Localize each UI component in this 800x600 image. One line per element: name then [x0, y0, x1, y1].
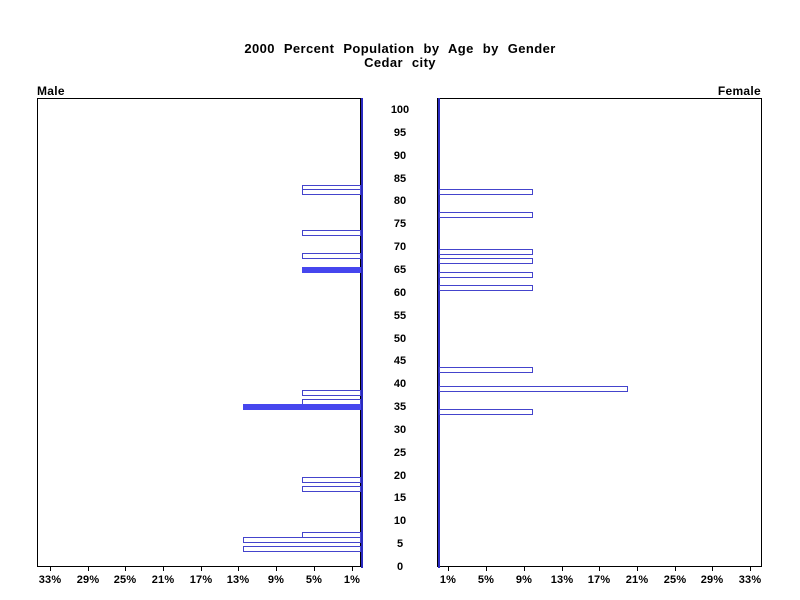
- male-bar-age-6: [243, 537, 361, 543]
- male-bar-age-38: [302, 390, 361, 396]
- age-tick-label: 20: [393, 469, 407, 482]
- age-tick-label: 60: [393, 286, 407, 299]
- male-panel: [37, 98, 361, 567]
- male-bar-age-17: [302, 486, 361, 492]
- male-percent-tick-label: 9%: [267, 574, 285, 586]
- female-percent-tick-mark: [486, 567, 487, 571]
- male-percent-tick-mark: [125, 567, 126, 571]
- chart-title-block: 2000 Percent Population by Age by Gender…: [0, 42, 800, 69]
- female-axis-line: [438, 98, 440, 568]
- female-percent-tick-label: 9%: [515, 574, 533, 586]
- male-axis-label: Male: [37, 84, 65, 98]
- male-bar-age-19: [302, 477, 361, 483]
- male-percent-tick-mark: [201, 567, 202, 571]
- male-bar-age-68: [302, 253, 361, 259]
- chart-subtitle: Cedar city: [364, 54, 436, 70]
- female-bar-age-64: [439, 272, 533, 278]
- male-percent-tick-label: 13%: [226, 574, 250, 586]
- age-tick-label: 25: [393, 446, 407, 459]
- female-percent-tick-label: 29%: [700, 574, 724, 586]
- female-percent-tick-mark: [524, 567, 525, 571]
- male-percent-tick-mark: [50, 567, 51, 571]
- male-percent-tick-mark: [238, 567, 239, 571]
- female-percent-tick-mark: [448, 567, 449, 571]
- male-percent-tick-label: 25%: [113, 574, 137, 586]
- age-tick-label: 65: [393, 263, 407, 276]
- male-percent-tick-mark: [352, 567, 353, 571]
- male-percent-tick-label: 21%: [151, 574, 175, 586]
- age-tick-label: 100: [390, 104, 410, 116]
- female-percent-tick-mark: [562, 567, 563, 571]
- age-tick-label: 30: [393, 423, 407, 436]
- male-percent-tick-mark: [276, 567, 277, 571]
- age-tick-label: 75: [393, 218, 407, 231]
- age-tick-label: 45: [393, 355, 407, 368]
- female-bar-age-67: [439, 258, 533, 264]
- male-bar-age-73: [302, 230, 361, 236]
- male-percent-tick-mark: [163, 567, 164, 571]
- female-percent-tick-label: 5%: [477, 574, 495, 586]
- male-bar-age-35: [243, 404, 361, 410]
- female-bar-age-39: [439, 386, 628, 392]
- male-bar-age-82: [302, 189, 361, 195]
- age-tick-label: 5: [396, 538, 404, 551]
- female-bar-age-82: [439, 189, 533, 195]
- age-tick-label: 80: [393, 195, 407, 208]
- female-percent-tick-mark: [637, 567, 638, 571]
- male-percent-tick-label: 1%: [343, 574, 361, 586]
- male-percent-tick-mark: [314, 567, 315, 571]
- female-axis-label: Female: [717, 84, 761, 98]
- age-tick-label: 55: [393, 309, 407, 322]
- age-tick-label: 85: [393, 172, 407, 185]
- female-percent-tick-mark: [675, 567, 676, 571]
- age-tick-label: 10: [393, 515, 407, 528]
- female-bar-age-61: [439, 285, 533, 291]
- age-tick-label: 95: [393, 126, 407, 139]
- age-tick-label: 35: [393, 401, 407, 414]
- age-tick-label: 40: [393, 378, 407, 391]
- female-percent-tick-label: 33%: [738, 574, 762, 586]
- age-tick-label: 90: [393, 149, 407, 162]
- female-percent-tick-label: 1%: [439, 574, 457, 586]
- male-bar-age-4: [243, 546, 361, 552]
- female-bar-age-43: [439, 367, 533, 373]
- female-percent-tick-mark: [750, 567, 751, 571]
- female-bar-age-69: [439, 249, 533, 255]
- female-percent-tick-mark: [712, 567, 713, 571]
- male-axis-line: [361, 98, 363, 568]
- female-percent-tick-label: 17%: [587, 574, 611, 586]
- age-tick-label: 50: [393, 332, 407, 345]
- male-percent-tick-label: 33%: [38, 574, 62, 586]
- female-panel: [437, 98, 762, 567]
- male-bar-age-65: [302, 267, 361, 273]
- male-percent-tick-mark: [88, 567, 89, 571]
- male-percent-tick-label: 29%: [76, 574, 100, 586]
- chart-title: 2000 Percent Population by Age by Gender: [244, 41, 556, 56]
- female-percent-tick-label: 25%: [663, 574, 687, 586]
- female-bar-age-77: [439, 212, 533, 218]
- age-tick-label: 0: [396, 561, 404, 573]
- age-tick-label: 70: [393, 241, 407, 254]
- female-bar-age-34: [439, 409, 533, 415]
- male-percent-tick-label: 5%: [305, 574, 323, 586]
- female-percent-tick-label: 21%: [625, 574, 649, 586]
- female-percent-tick-label: 13%: [550, 574, 574, 586]
- age-tick-label: 15: [393, 492, 407, 505]
- male-percent-tick-label: 17%: [189, 574, 213, 586]
- female-percent-tick-mark: [599, 567, 600, 571]
